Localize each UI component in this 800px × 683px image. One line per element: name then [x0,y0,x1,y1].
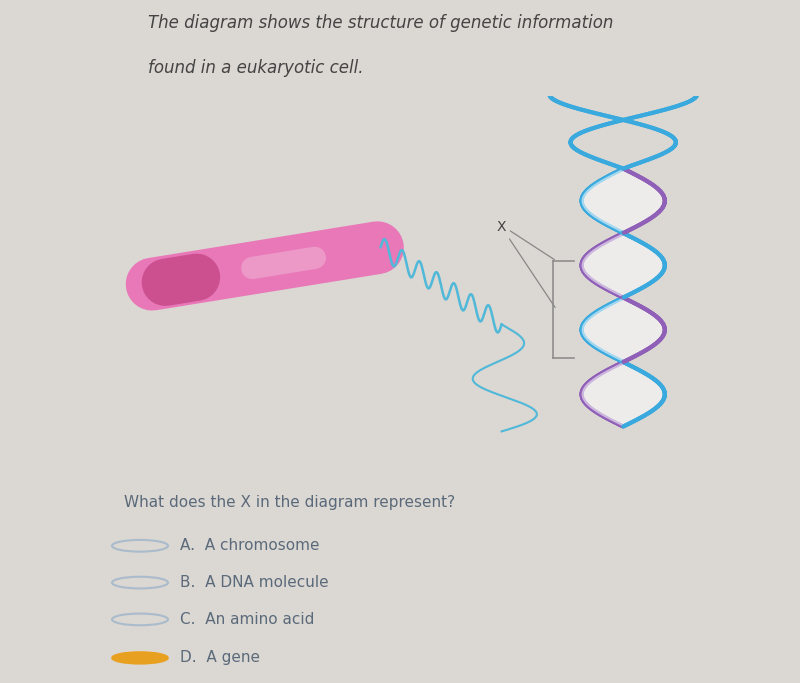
Circle shape [112,652,168,664]
Text: A.  A chromosome: A. A chromosome [180,538,319,553]
Polygon shape [582,362,665,426]
Text: found in a eukaryotic cell.: found in a eukaryotic cell. [148,59,363,77]
Polygon shape [582,233,665,297]
Text: What does the X in the diagram represent?: What does the X in the diagram represent… [124,494,455,510]
Text: X: X [497,220,506,234]
Text: C.  An amino acid: C. An amino acid [180,612,314,627]
Text: B.  A DNA molecule: B. A DNA molecule [180,575,329,590]
Text: D.  A gene: D. A gene [180,650,260,665]
Text: The diagram shows the structure of genetic information: The diagram shows the structure of genet… [148,14,614,32]
Polygon shape [582,169,665,233]
Polygon shape [582,297,665,362]
